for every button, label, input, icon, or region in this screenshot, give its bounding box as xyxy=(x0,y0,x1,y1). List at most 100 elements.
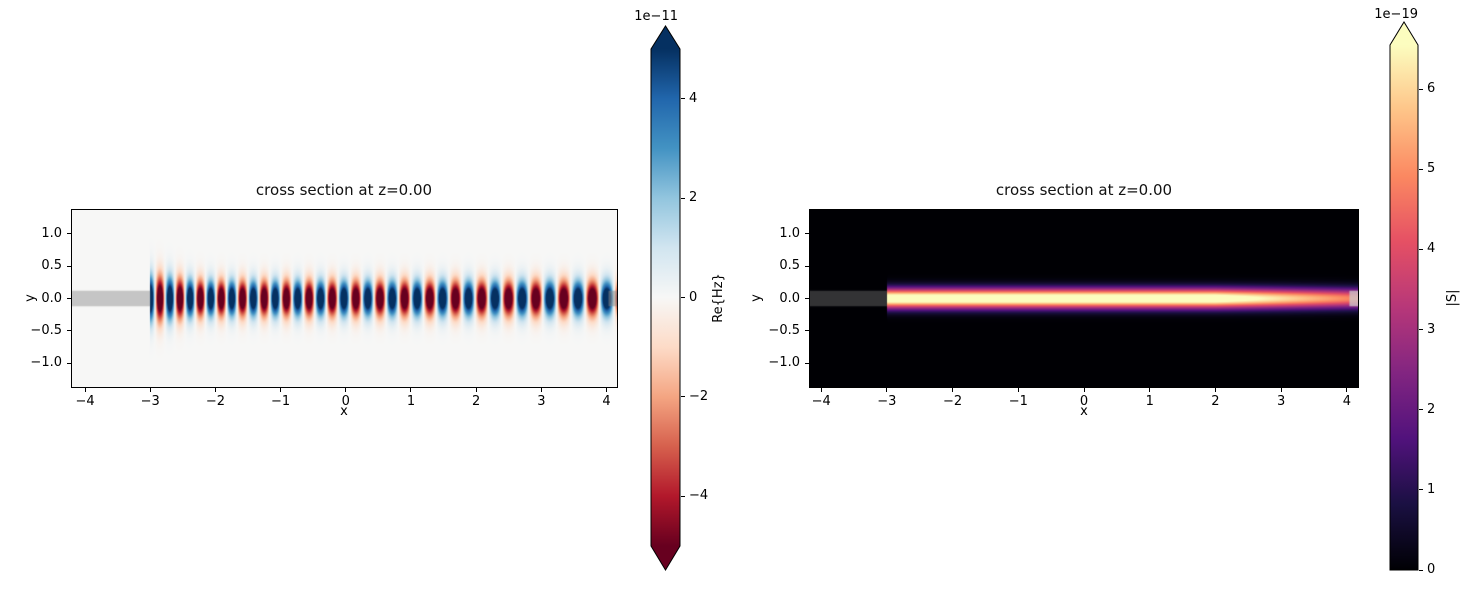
left-colorbar-tick-label: 0 xyxy=(689,289,698,305)
right-colorbar-tickmark xyxy=(1419,88,1423,90)
left-x-tickmark xyxy=(475,388,477,392)
right-xaxis-label: x xyxy=(1080,404,1088,419)
right-plot-title: cross section at z=0.00 xyxy=(995,181,1173,199)
left-plot-title: cross section at z=0.00 xyxy=(255,181,433,199)
left-y-tick-label: 1.0 xyxy=(41,225,62,241)
right-colorbar-tickmark xyxy=(1419,168,1423,170)
right-colorbar-gradient xyxy=(1390,45,1418,570)
right-x-tick-label: 0 xyxy=(1079,394,1089,409)
left-field-heatmap xyxy=(72,210,617,387)
right-colorbar-tick-label: 6 xyxy=(1427,81,1436,97)
left-x-tick-label: −4 xyxy=(75,394,95,409)
right-x-tickmark xyxy=(820,388,822,392)
right-colorbar-label: |S| xyxy=(1445,289,1460,307)
right-x-tick-label: −1 xyxy=(1008,394,1028,409)
left-y-tickmark xyxy=(67,233,71,235)
right-colorbar-tick-label: 4 xyxy=(1427,241,1436,257)
left-y-tick-label: −1.0 xyxy=(30,355,62,371)
left-colorbar-shape xyxy=(651,26,680,49)
right-x-tick-label: −4 xyxy=(811,394,831,409)
right-x-tick-label: −3 xyxy=(877,394,897,409)
left-colorbar-tickmark xyxy=(681,297,685,298)
left-y-tick-label: 0.5 xyxy=(41,258,62,274)
left-colorbar-tickmark xyxy=(681,396,685,398)
left-x-tickmark xyxy=(606,388,608,392)
right-x-tickmark xyxy=(1214,388,1216,392)
left-y-tick-label: 0.0 xyxy=(41,290,62,306)
right-colorbar-tickmark xyxy=(1419,569,1423,571)
left-x-tick-label: −1 xyxy=(271,394,291,409)
right-colorbar-tickmark xyxy=(1419,409,1423,411)
right-x-tickmark xyxy=(1017,388,1019,392)
right-colorbar-tick-label: 1 xyxy=(1427,481,1436,497)
left-x-tickmark xyxy=(345,388,347,392)
right-colorbar-tickmark xyxy=(1419,489,1423,491)
left-x-tickmark xyxy=(540,388,542,392)
right-y-tickmark xyxy=(805,233,809,235)
left-x-tick-label: −2 xyxy=(205,394,225,409)
right-colorbar-shape xyxy=(1389,21,1419,571)
right-axes xyxy=(809,209,1359,388)
right-y-tick-label: −1.0 xyxy=(768,355,800,371)
left-x-tick-label: 0 xyxy=(341,394,350,409)
left-x-tick-label: 4 xyxy=(602,394,611,409)
left-x-tick-label: 1 xyxy=(406,394,416,409)
left-colorbar-shape xyxy=(651,546,680,570)
left-colorbar-tick-label: 2 xyxy=(689,190,698,206)
left-colorbar-gradient xyxy=(651,49,680,546)
left-colorbar-scale-label: 1e−11 xyxy=(634,9,678,24)
right-y-tick-label: 0.5 xyxy=(779,258,800,274)
right-x-tick-label: 3 xyxy=(1276,394,1286,409)
right-y-tickmark xyxy=(805,330,809,332)
left-colorbar-label: Re{Hz} xyxy=(711,273,726,323)
left-y-tickmark xyxy=(67,362,71,364)
right-x-tickmark xyxy=(1280,388,1282,392)
right-colorbar-shape xyxy=(1390,22,1418,45)
right-x-tickmark xyxy=(886,388,888,392)
right-x-tickmark xyxy=(1083,388,1085,392)
left-y-tickmark xyxy=(67,265,71,267)
right-x-tick-label: −2 xyxy=(942,394,963,409)
left-colorbar xyxy=(650,25,681,571)
right-colorbar-tick-label: 0 xyxy=(1427,562,1436,577)
left-y-tickmark xyxy=(67,330,71,332)
right-field-heatmap xyxy=(810,210,1358,387)
left-colorbar-shape xyxy=(650,25,681,571)
left-colorbar-tick-label: −4 xyxy=(689,488,709,504)
right-x-tick-label: 4 xyxy=(1342,394,1351,409)
right-y-tick-label: 0.0 xyxy=(779,290,800,306)
left-y-tickmark xyxy=(67,298,71,299)
right-x-tickmark xyxy=(952,388,954,392)
left-x-tickmark xyxy=(280,388,282,392)
right-colorbar-tick-label: 2 xyxy=(1427,401,1436,417)
right-y-tickmark xyxy=(805,362,809,364)
left-x-tickmark xyxy=(84,388,86,392)
left-x-tick-label: 3 xyxy=(537,394,546,409)
right-y-tick-label: −0.5 xyxy=(768,322,800,338)
right-colorbar-tickmark xyxy=(1419,329,1423,331)
left-x-tickmark xyxy=(149,388,151,392)
left-colorbar-tickmark xyxy=(681,495,685,497)
right-x-tickmark xyxy=(1149,388,1151,392)
left-colorbar-tickmark xyxy=(681,197,685,199)
left-x-tickmark xyxy=(214,388,216,392)
right-x-tick-label: 2 xyxy=(1211,394,1220,409)
left-xaxis-label: x xyxy=(340,404,348,419)
left-y-tick-label: −0.5 xyxy=(30,322,62,338)
left-axes xyxy=(71,209,618,388)
right-colorbar-tick-label: 3 xyxy=(1427,321,1436,337)
left-x-tick-label: 2 xyxy=(472,394,481,409)
right-y-tick-label: 1.0 xyxy=(779,225,800,241)
right-x-tick-label: 1 xyxy=(1145,394,1154,409)
right-colorbar-tick-label: 5 xyxy=(1427,161,1436,177)
left-x-tickmark xyxy=(410,388,412,392)
left-colorbar-tickmark xyxy=(681,98,685,100)
left-colorbar-tick-label: −2 xyxy=(689,388,709,404)
right-colorbar xyxy=(1389,21,1419,571)
right-y-tickmark xyxy=(805,298,809,299)
right-colorbar-tickmark xyxy=(1419,248,1423,250)
right-colorbar-scale-label: 1e−19 xyxy=(1374,7,1418,22)
right-x-tickmark xyxy=(1346,388,1348,392)
right-y-tickmark xyxy=(805,265,809,267)
